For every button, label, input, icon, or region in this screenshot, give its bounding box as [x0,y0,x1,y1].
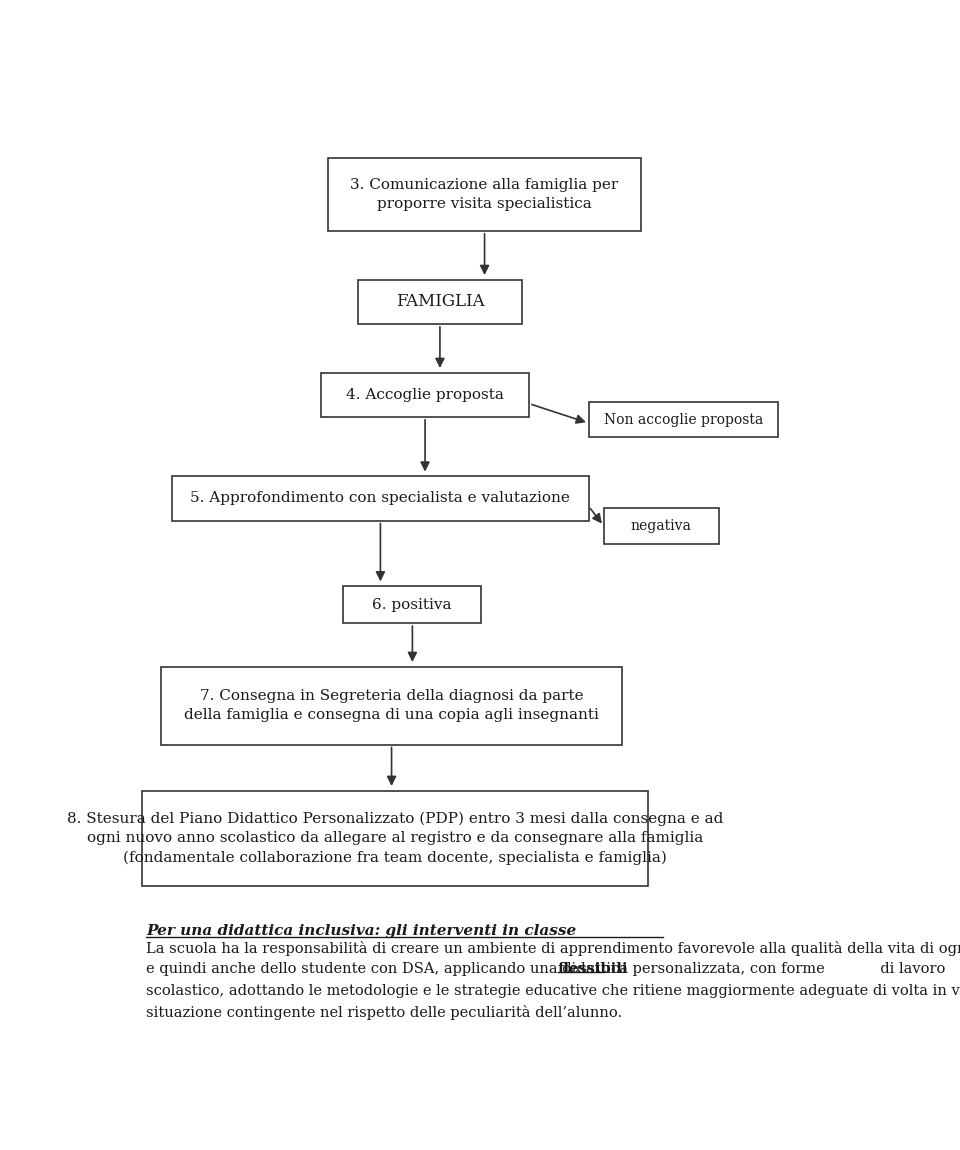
Text: situazione contingente nel rispetto delle peculiarità dell’alunno.: situazione contingente nel rispetto dell… [146,1005,622,1020]
Text: e quindi anche dello studente con DSA, applicando una didattica personalizzata, : e quindi anche dello studente con DSA, a… [146,963,946,976]
FancyBboxPatch shape [161,667,622,744]
Text: La scuola ha la responsabilità di creare un ambiente di apprendimento favorevole: La scuola ha la responsabilità di creare… [146,941,960,956]
Text: 3. Comunicazione alla famiglia per
proporre visita specialistica: 3. Comunicazione alla famiglia per propo… [350,178,618,212]
Text: 7. Consegna in Segreteria della diagnosi da parte
della famiglia e consegna di u: 7. Consegna in Segreteria della diagnosi… [184,689,599,722]
FancyBboxPatch shape [172,476,588,521]
FancyBboxPatch shape [321,373,529,417]
FancyBboxPatch shape [588,401,779,437]
Text: FAMIGLIA: FAMIGLIA [396,293,484,310]
FancyBboxPatch shape [142,790,648,887]
FancyBboxPatch shape [344,586,481,623]
Text: 8. Stesura del Piano Didattico Personalizzato (PDP) entro 3 mesi dalla consegna : 8. Stesura del Piano Didattico Personali… [67,812,724,866]
Text: 6. positiva: 6. positiva [372,598,452,612]
Text: Per una didattica inclusiva: gli interventi in classe: Per una didattica inclusiva: gli interve… [146,925,576,938]
Text: 4. Accoglie proposta: 4. Accoglie proposta [347,388,504,401]
Text: 5. Approfondimento con specialista e valutazione: 5. Approfondimento con specialista e val… [190,491,570,505]
Text: negativa: negativa [631,519,692,532]
FancyBboxPatch shape [328,159,641,231]
FancyBboxPatch shape [604,508,719,544]
FancyBboxPatch shape [358,279,522,324]
Text: scolastico, adottando le metodologie e le strategie educative che ritiene maggio: scolastico, adottando le metodologie e l… [146,983,960,998]
Text: flessibili: flessibili [558,963,629,976]
Text: Non accoglie proposta: Non accoglie proposta [604,413,763,427]
